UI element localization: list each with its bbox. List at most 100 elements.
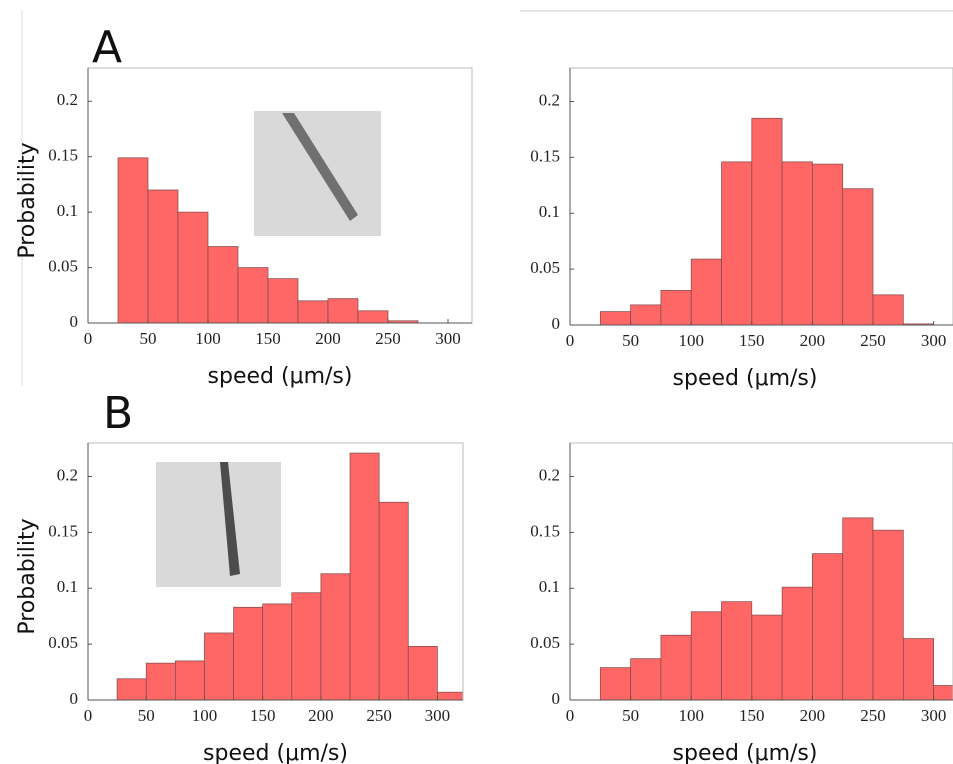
x-tick-label: 150 <box>739 706 765 725</box>
bar <box>599 667 631 700</box>
panel-label: A <box>92 22 122 73</box>
x-tick-label: 300 <box>921 706 947 725</box>
x-tick-label: 0 <box>566 331 575 350</box>
bar <box>630 658 662 700</box>
bar <box>320 573 351 700</box>
bar <box>812 553 844 700</box>
photo-object <box>282 113 358 221</box>
x-tick-label: 250 <box>366 706 392 725</box>
bar <box>721 601 753 700</box>
bar <box>437 691 463 700</box>
bar <box>407 646 438 700</box>
x-tick-label: 200 <box>315 329 341 348</box>
y-tick-label: 0.15 <box>48 521 78 540</box>
x-tick-label: 200 <box>800 331 826 350</box>
x-tick-label: 100 <box>678 706 704 725</box>
bar <box>291 592 322 700</box>
bar <box>207 246 239 323</box>
y-tick-label: 0.2 <box>57 90 78 109</box>
plot <box>116 452 463 700</box>
bar <box>933 685 953 700</box>
x-axis-label: speed (μm/s) <box>208 364 353 389</box>
plot <box>117 157 419 323</box>
panel-label: B <box>103 388 133 439</box>
bar <box>177 211 209 323</box>
bar <box>842 517 874 700</box>
x-tick-label: 300 <box>435 329 461 348</box>
y-axis-label: Probability <box>15 518 40 634</box>
x-tick-label: 100 <box>192 706 218 725</box>
y-tick-label: 0 <box>70 689 79 708</box>
bar <box>174 660 205 700</box>
plot <box>599 117 934 325</box>
bar <box>660 290 692 325</box>
bar <box>599 311 631 325</box>
x-tick-label: 50 <box>622 331 639 350</box>
x-tick-label: 300 <box>425 706 451 725</box>
bar <box>297 300 329 323</box>
y-tick-label: 0.15 <box>530 146 560 165</box>
bar <box>204 632 234 700</box>
photo-object <box>220 462 240 576</box>
x-tick-label: 150 <box>255 329 281 348</box>
y-tick-label: 0.1 <box>539 202 560 221</box>
bar <box>116 678 147 700</box>
x-axis-label: speed (μm/s) <box>673 366 818 391</box>
y-tick-label: 0.1 <box>539 577 560 596</box>
x-axis-label: speed (μm/s) <box>203 741 348 764</box>
x-tick-label: 150 <box>250 706 276 725</box>
y-tick-label: 0.15 <box>530 521 560 540</box>
bar <box>237 267 269 323</box>
bar <box>872 529 904 700</box>
x-tick-label: 250 <box>860 331 886 350</box>
bar <box>872 294 904 325</box>
bar <box>147 189 179 323</box>
y-tick-label: 0.2 <box>539 465 560 484</box>
bar <box>327 298 359 323</box>
y-tick-label: 0.05 <box>48 633 78 652</box>
x-tick-label: 50 <box>138 706 155 725</box>
x-tick-label: 150 <box>739 331 765 350</box>
y-axis-label: Probability <box>15 142 40 258</box>
bar <box>262 603 293 700</box>
y-tick-label: 0.05 <box>48 256 78 275</box>
bar <box>781 161 813 325</box>
plot <box>599 517 953 700</box>
x-tick-label: 250 <box>860 706 886 725</box>
y-tick-label: 0 <box>552 314 561 333</box>
x-tick-label: 50 <box>622 706 639 725</box>
x-tick-label: 0 <box>566 706 575 725</box>
bar <box>902 638 934 700</box>
bar <box>630 304 662 325</box>
bar <box>842 188 874 325</box>
bar <box>145 662 176 700</box>
bar <box>751 614 783 700</box>
x-tick-label: 200 <box>308 706 334 725</box>
y-tick-label: 0.1 <box>57 577 78 596</box>
bar <box>690 258 722 325</box>
bar <box>781 586 813 700</box>
bar <box>378 501 409 700</box>
x-tick-label: 200 <box>800 706 826 725</box>
x-tick-label: 50 <box>140 329 157 348</box>
y-tick-label: 0.15 <box>48 146 78 165</box>
bar <box>751 117 783 325</box>
x-tick-label: 300 <box>921 331 947 350</box>
bar <box>267 278 299 323</box>
bar <box>812 163 844 325</box>
bar <box>117 157 149 323</box>
photo <box>254 111 381 236</box>
bar <box>349 452 380 700</box>
x-axis-label: speed (μm/s) <box>673 741 818 764</box>
x-tick-label: 0 <box>84 706 93 725</box>
photo <box>156 462 281 587</box>
y-tick-label: 0.05 <box>530 258 560 277</box>
x-tick-label: 0 <box>84 329 93 348</box>
bar <box>690 611 722 700</box>
bar <box>233 606 264 700</box>
x-tick-label: 100 <box>678 331 704 350</box>
x-tick-label: 100 <box>195 329 221 348</box>
bar <box>660 634 692 700</box>
y-tick-label: 0.2 <box>57 465 78 484</box>
x-tick-label: 250 <box>375 329 401 348</box>
